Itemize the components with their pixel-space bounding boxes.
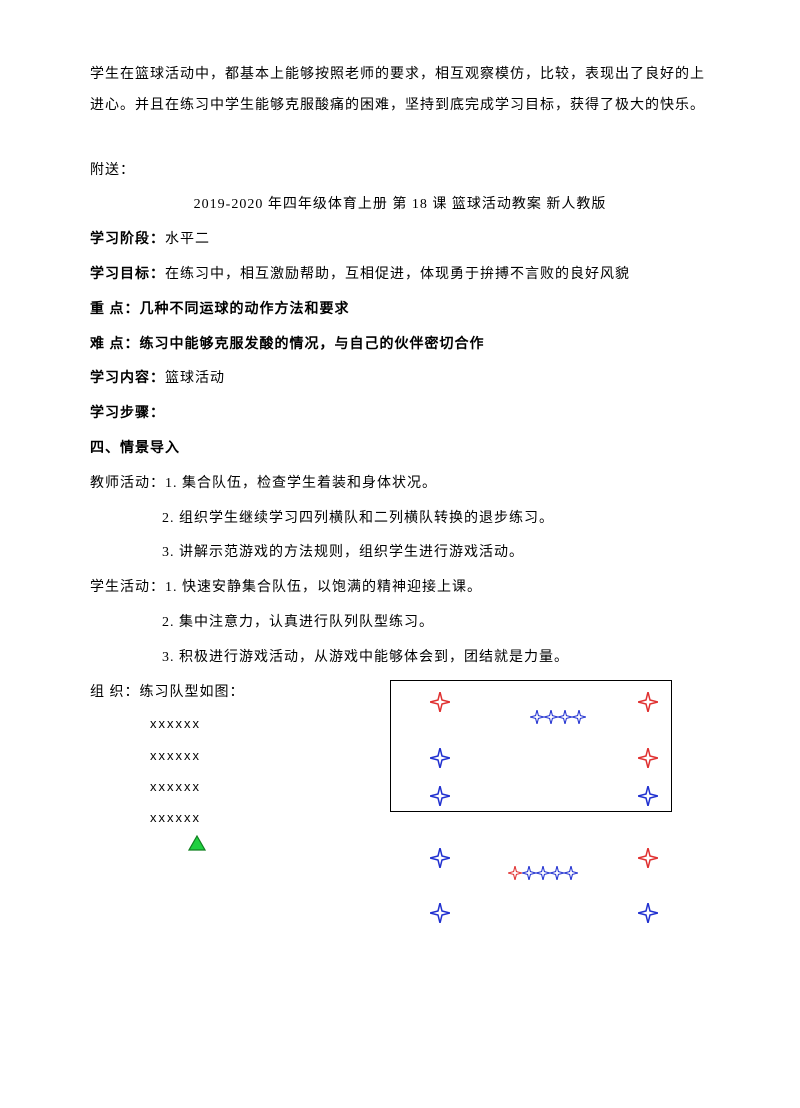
formation-row-1: xxxxxx [90,708,380,739]
star-icon [544,710,558,724]
star-icon [558,710,572,724]
stage-label: 学习阶段： [90,232,165,247]
teacher-activity-1: 教师活动：1. 集合队伍，检查学生着装和身体状况。 [90,469,710,500]
keypoint-value: 几种不同运球的动作方法和要求 [140,302,350,317]
org-label: 组 织： [90,685,140,700]
diagram-area [380,678,710,938]
star-icon [430,903,450,923]
star-icon [550,866,564,880]
teacher-item-2: 2. 组织学生继续学习四列横队和二列横队转换的退步练习。 [90,504,710,535]
goal-row: 学习目标：在练习中，相互激励帮助，互相促进，体现勇于拚搏不言败的良好风貌 [90,260,710,291]
teacher-item-3: 3. 讲解示范游戏的方法规则，组织学生进行游戏活动。 [90,538,710,569]
lesson-title: 2019-2020 年四年级体育上册 第 18 课 篮球活动教案 新人教版 [90,190,710,221]
goal-label: 学习目标： [90,267,165,282]
triangle-marker [90,833,380,864]
steps-label: 学习步骤： [90,399,710,430]
section-heading: 四、情景导入 [90,434,710,465]
student-label: 学生活动： [90,580,165,595]
content-row: 学习内容：篮球活动 [90,364,710,395]
star-icon [430,848,450,868]
difficulty-label: 难 点： [90,337,140,352]
formation-row-4: xxxxxx [90,802,380,833]
keypoint-row: 重 点：几种不同运球的动作方法和要求 [90,295,710,326]
student-activity-1: 学生活动：1. 快速安静集合队伍，以饱满的精神迎接上课。 [90,573,710,604]
star-icon [638,903,658,923]
star-icon [638,786,658,806]
student-item-2: 2. 集中注意力，认真进行队列队型练习。 [90,608,710,639]
difficulty-value: 练习中能够克服发酸的情况，与自己的伙伴密切合作 [140,337,485,352]
student-item-3: 3. 积极进行游戏活动，从游戏中能够体会到，团结就是力量。 [90,643,710,674]
star-icon [564,866,578,880]
formation-area: 组 织：练习队型如图： xxxxxx xxxxxx xxxxxx xxxxxx [90,678,710,938]
star-icon [638,692,658,712]
star-icon [430,786,450,806]
formation-row-3: xxxxxx [90,771,380,802]
star-icon [638,748,658,768]
star-icon [572,710,586,724]
difficulty-row: 难 点：练习中能够克服发酸的情况，与自己的伙伴密切合作 [90,330,710,361]
star-icon [522,866,536,880]
star-icon [638,848,658,868]
star-icon [430,748,450,768]
intro-paragraph: 学生在篮球活动中，都基本上能够按照老师的要求，相互观察模仿，比较，表现出了良好的… [90,60,710,122]
student-item-1: 1. 快速安静集合队伍，以饱满的精神迎接上课。 [165,580,482,595]
star-icon [508,866,522,880]
org-value: 练习队型如图： [140,685,245,700]
content-label: 学习内容： [90,371,165,386]
star-icon [536,866,550,880]
stage-row: 学习阶段：水平二 [90,225,710,256]
org-row: 组 织：练习队型如图： [90,678,380,709]
teacher-item-1: 1. 集合队伍，检查学生着装和身体状况。 [165,476,437,491]
formation-row-2: xxxxxx [90,740,380,771]
star-icon [530,710,544,724]
content-value: 篮球活动 [165,371,225,386]
goal-value: 在练习中，相互激励帮助，互相促进，体现勇于拚搏不言败的良好风貌 [165,267,630,282]
keypoint-label: 重 点： [90,302,140,317]
formation-left-col: 组 织：练习队型如图： xxxxxx xxxxxx xxxxxx xxxxxx [90,678,380,864]
document-page: 学生在篮球活动中，都基本上能够按照老师的要求，相互观察模仿，比较，表现出了良好的… [0,0,800,978]
stage-value: 水平二 [165,232,210,247]
teacher-label: 教师活动： [90,476,165,491]
attachment-label: 附送： [90,156,710,187]
star-icon [430,692,450,712]
spacer [90,126,710,156]
